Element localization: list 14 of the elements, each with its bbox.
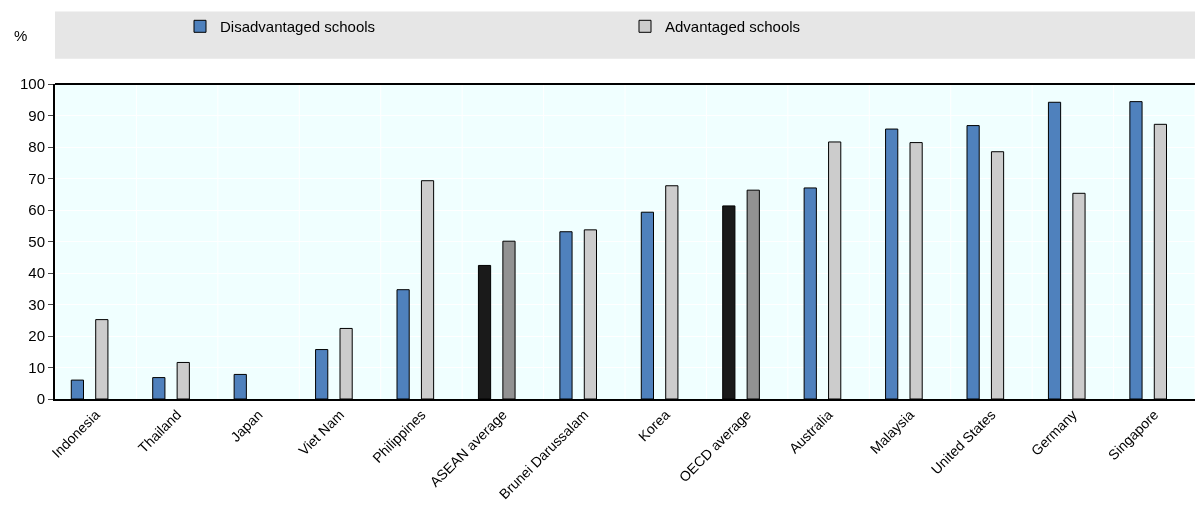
y-tick-label: 100 bbox=[19, 75, 45, 93]
y-axis-title: % bbox=[14, 27, 28, 44]
y-tick-label: 20 bbox=[28, 327, 45, 345]
y-tick-label: 10 bbox=[28, 358, 45, 376]
legend-label: Disadvantaged schools bbox=[220, 18, 376, 36]
y-tick-label: 30 bbox=[28, 295, 45, 313]
y-tick-label: 50 bbox=[28, 232, 45, 250]
y-tick-label: 40 bbox=[28, 264, 45, 282]
y-tick-label: 80 bbox=[28, 138, 45, 156]
y-tick-label: 0 bbox=[36, 390, 45, 408]
legend-label: Advantaged schools bbox=[665, 18, 801, 36]
y-tick-label: 90 bbox=[28, 106, 45, 124]
y-tick-label: 70 bbox=[28, 169, 45, 187]
y-tick-label: 60 bbox=[28, 201, 45, 219]
